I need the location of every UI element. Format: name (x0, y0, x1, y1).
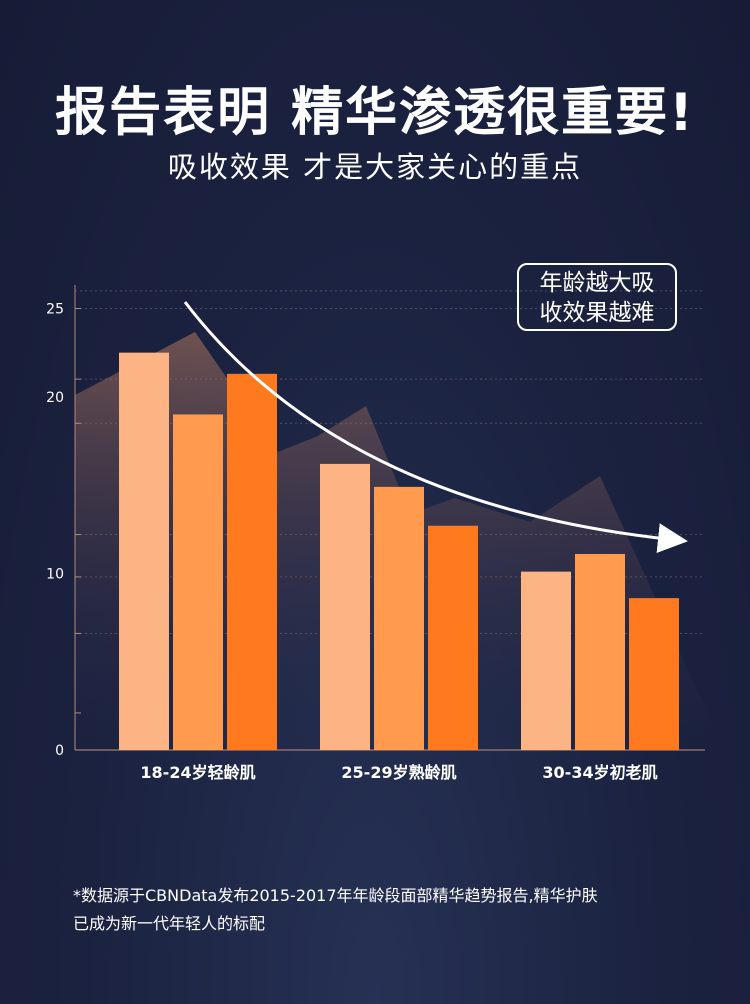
bar-2-1 (320, 463, 370, 750)
x-tick-label: 30-34岁初老肌 (542, 763, 657, 782)
bar-chart: 0 10 20 25 18-24岁轻龄肌 25-29岁熟龄肌 30-34岁初老肌 (46, 285, 715, 782)
bar-3-3 (629, 598, 679, 750)
callout-box: 年龄越大吸 收效果越难 (517, 263, 677, 331)
footnote-line-2: 已成为新一代年轻人的标配 (73, 914, 266, 933)
callout-line-2: 收效果越难 (539, 300, 655, 326)
bar-1-3 (227, 373, 277, 750)
page-title: 报告表明 精华渗透很重要! (55, 83, 695, 143)
y-tick-marks (75, 307, 81, 714)
y-tick-label: 25 (46, 301, 64, 317)
footnote: *数据源于CBNData发布2015-2017年年龄段面部精华趋势报告,精华护肤… (73, 882, 713, 938)
bar-2-2 (374, 486, 424, 750)
bar-3-2 (575, 553, 625, 750)
x-tick-labels: 18-24岁轻龄肌 25-29岁熟龄肌 30-34岁初老肌 (140, 763, 657, 782)
x-tick-label: 25-29岁熟龄肌 (341, 763, 456, 782)
y-tick-label: 20 (46, 390, 64, 406)
page-subtitle: 吸收效果 才是大家关心的重点 (167, 150, 583, 184)
bar-3-1 (521, 571, 571, 750)
bar-1-2 (173, 414, 223, 750)
trend-arrow (183, 301, 688, 554)
y-tick-labels: 0 10 20 25 (46, 301, 64, 759)
callout-line-1: 年龄越大吸 (539, 270, 655, 296)
y-tick-label: 0 (55, 743, 64, 759)
bars (119, 352, 679, 750)
x-tick-label: 18-24岁轻龄肌 (140, 763, 255, 782)
bar-1-1 (119, 352, 169, 750)
y-tick-label: 10 (46, 566, 64, 582)
bar-2-3 (428, 525, 478, 750)
footnote-line-1: *数据源于CBNData发布2015-2017年年龄段面部精华趋势报告,精华护肤 (73, 886, 598, 905)
